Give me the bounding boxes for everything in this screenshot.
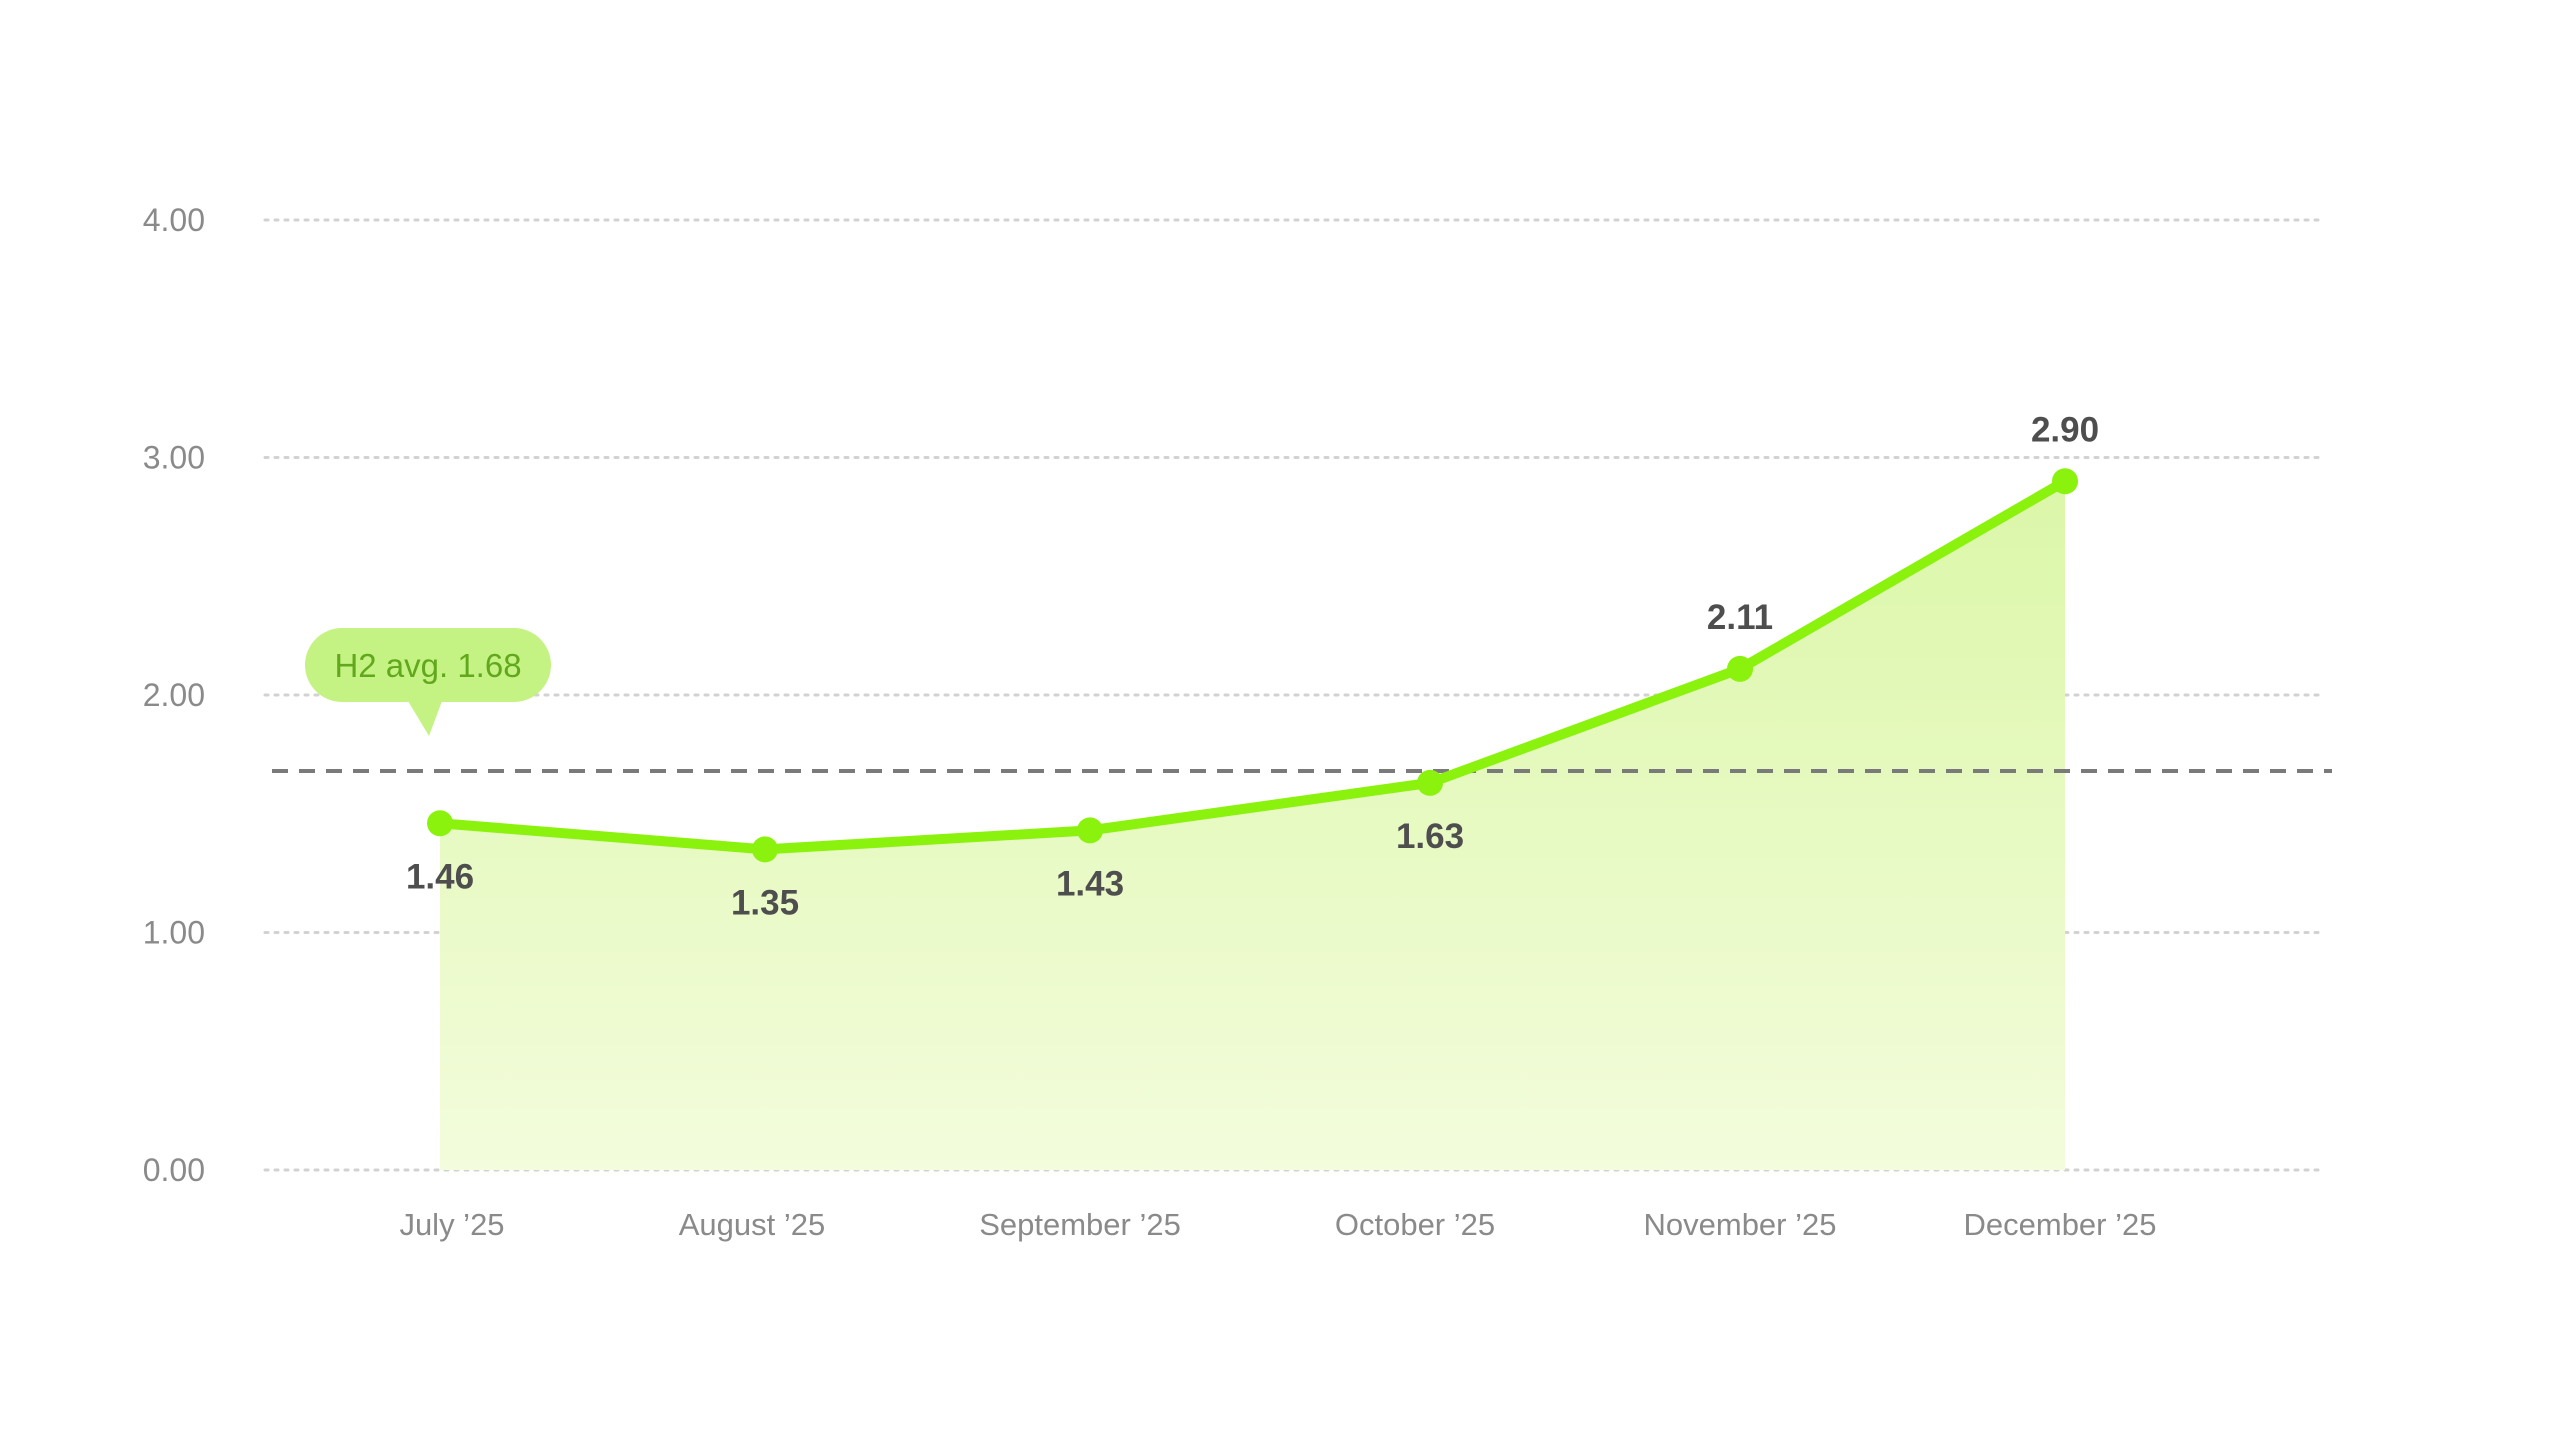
y-axis-tick-label: 3.00 — [143, 440, 205, 476]
series-line — [435, 476, 2070, 855]
data-point — [1727, 655, 1753, 682]
x-axis-tick-label: July ’25 — [399, 1207, 504, 1242]
data-point — [1417, 769, 1443, 796]
data-label: 1.35 — [731, 883, 799, 922]
data-label: 1.63 — [1396, 817, 1464, 856]
x-axis-tick-label: September ’25 — [979, 1207, 1181, 1242]
x-axis-tick-label: October ’25 — [1335, 1207, 1495, 1242]
average-layer: H2 avg. 1.68 — [272, 628, 2332, 773]
data-label: 2.11 — [1707, 598, 1773, 637]
x-axis-tick-label: December ’25 — [1964, 1207, 2157, 1242]
average-badge-background — [305, 628, 551, 702]
data-label: 1.46 — [406, 857, 474, 896]
series-layer — [427, 468, 2078, 863]
label-layer: 1.46 1.35 1.43 1.63 2.11 2.90 July ’25 August ’… — [399, 410, 2156, 1242]
area-fill — [440, 481, 2065, 1170]
average-badge-label: H2 avg. 1.68 — [334, 647, 521, 684]
data-point — [1077, 817, 1103, 844]
y-axis-tick-label: 4.00 — [143, 202, 205, 238]
average-badge-pointer — [408, 701, 442, 736]
data-point — [427, 810, 453, 837]
average-badge: H2 avg. 1.68 — [305, 628, 551, 736]
data-point — [2052, 468, 2078, 495]
y-axis-tick-label: 2.00 — [143, 677, 205, 713]
y-axis-tick-label: 0.00 — [143, 1152, 205, 1188]
data-label: 1.43 — [1056, 864, 1124, 903]
x-axis-tick-label: November ’25 — [1644, 1207, 1837, 1242]
area-layer — [440, 481, 2065, 1170]
data-label: 2.90 — [2031, 410, 2099, 449]
y-axis-tick-label: 1.00 — [143, 915, 205, 951]
x-axis-tick-label: August ’25 — [679, 1207, 826, 1242]
data-point — [752, 836, 778, 863]
